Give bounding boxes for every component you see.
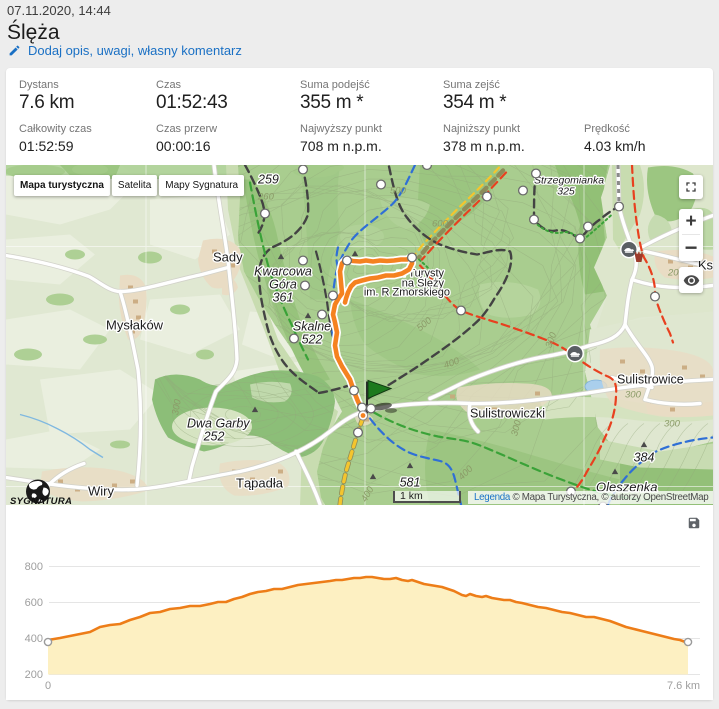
svg-text:Sulistrowiczki: Sulistrowiczki (470, 407, 545, 421)
svg-text:361: 361 (273, 291, 294, 305)
svg-text:Góra: Góra (269, 278, 297, 292)
svg-text:300: 300 (625, 390, 642, 401)
svg-text:Kwarcowa: Kwarcowa (254, 265, 312, 279)
svg-text:Sulistrowice: Sulistrowice (617, 373, 684, 387)
svg-text:600: 600 (432, 219, 449, 230)
svg-text:259: 259 (257, 173, 279, 187)
svg-text:Dwa Garby: Dwa Garby (187, 417, 250, 431)
svg-text:400: 400 (25, 633, 43, 645)
svg-text:325: 325 (557, 186, 575, 198)
svg-text:Mysłaków: Mysłaków (106, 318, 164, 333)
svg-text:500: 500 (390, 186, 407, 197)
svg-text:300: 300 (509, 418, 524, 437)
svg-text:Tąpadła: Tąpadła (236, 476, 284, 491)
svg-text:260: 260 (257, 192, 275, 203)
svg-text:400: 400 (442, 355, 461, 371)
svg-text:800: 800 (25, 561, 43, 573)
svg-text:252: 252 (203, 430, 225, 444)
svg-text:SYGNATURA: SYGNATURA (10, 496, 72, 505)
svg-text:600: 600 (25, 597, 43, 609)
svg-text:300: 300 (664, 419, 681, 430)
svg-text:Skalne: Skalne (293, 320, 331, 334)
svg-text:200: 200 (25, 669, 43, 681)
svg-text:0: 0 (45, 680, 51, 692)
svg-text:300: 300 (170, 398, 184, 416)
svg-text:200: 200 (667, 268, 685, 279)
svg-text:300: 300 (543, 330, 559, 349)
svg-text:im. R Zmorskiego: im. R Zmorskiego (364, 287, 450, 299)
svg-text:Wiry: Wiry (88, 484, 114, 499)
svg-text:na Ślęży: na Ślęży (402, 277, 445, 290)
svg-text:Strzegomianka: Strzegomianka (534, 175, 604, 187)
svg-text:522: 522 (302, 333, 323, 347)
svg-text:384: 384 (634, 451, 655, 465)
svg-text:7.6 km: 7.6 km (667, 680, 700, 692)
svg-text:Sady: Sady (213, 250, 243, 265)
svg-text:581: 581 (400, 476, 421, 490)
